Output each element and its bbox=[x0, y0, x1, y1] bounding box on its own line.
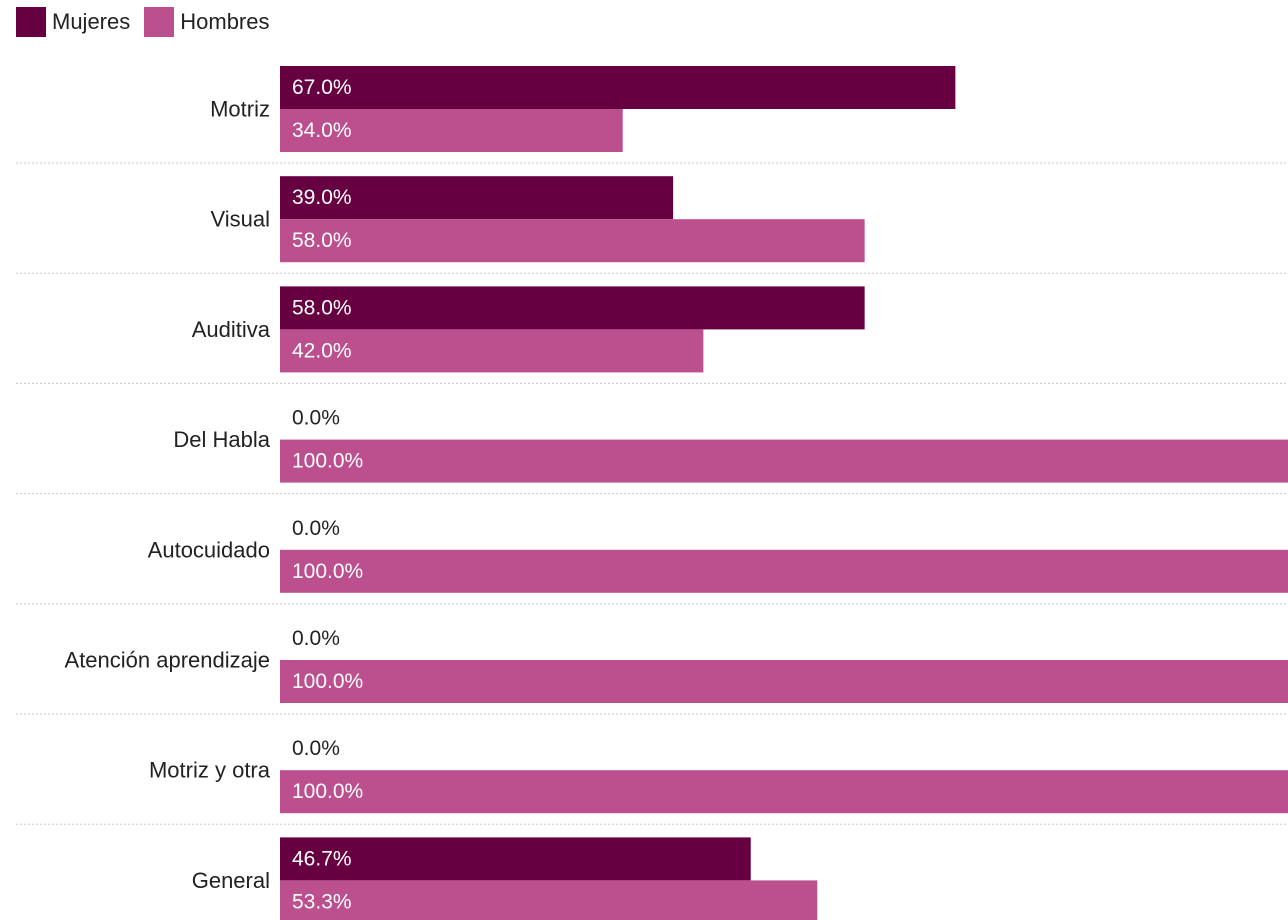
data-label-hombres-autocuidado: 100.0% bbox=[292, 560, 363, 583]
data-label-hombres-general: 53.3% bbox=[292, 890, 352, 913]
category-label-autocuidado: Autocuidado bbox=[148, 537, 270, 562]
category-label-motriz: Motriz bbox=[210, 97, 270, 122]
legend-label-mujeres: Mujeres bbox=[52, 9, 131, 34]
bar-hombres-visual bbox=[280, 219, 865, 263]
category-label-atencion-aprendizaje: Atención aprendizaje bbox=[65, 648, 270, 673]
category-label-motriz-y-otra: Motriz y otra bbox=[149, 758, 271, 783]
legend: Mujeres Hombres bbox=[16, 6, 270, 38]
data-label-hombres-auditiva: 42.0% bbox=[292, 339, 352, 362]
category-label-general: General bbox=[192, 868, 270, 893]
legend-item-hombres[interactable]: Hombres bbox=[144, 7, 270, 37]
category-label-del-habla: Del Habla bbox=[173, 427, 270, 452]
bar-hombres-del-habla bbox=[280, 439, 1288, 483]
data-label-mujeres-atencion-aprendizaje: 0.0% bbox=[292, 627, 340, 650]
data-label-hombres-motriz-y-otra: 100.0% bbox=[292, 780, 363, 803]
category-label-auditiva: Auditiva bbox=[192, 317, 271, 342]
data-label-mujeres-del-habla: 0.0% bbox=[292, 407, 340, 430]
data-label-mujeres-autocuidado: 0.0% bbox=[292, 517, 340, 540]
data-label-mujeres-motriz: 67.0% bbox=[292, 76, 352, 99]
bar-hombres-auditiva bbox=[280, 329, 704, 373]
legend-label-hombres: Hombres bbox=[180, 9, 270, 34]
data-label-hombres-visual: 58.0% bbox=[292, 229, 352, 252]
bar-hombres-motriz bbox=[280, 109, 623, 152]
bar-mujeres-visual bbox=[280, 176, 674, 220]
bar-mujeres-auditiva bbox=[280, 286, 865, 330]
data-label-mujeres-motriz-y-otra: 0.0% bbox=[292, 737, 340, 760]
bar-hombres-general bbox=[280, 880, 818, 920]
data-label-mujeres-visual: 39.0% bbox=[292, 186, 352, 209]
data-label-hombres-motriz: 34.0% bbox=[292, 119, 352, 142]
data-label-hombres-del-habla: 100.0% bbox=[292, 450, 363, 473]
data-label-mujeres-auditiva: 58.0% bbox=[292, 296, 352, 319]
bar-mujeres-general bbox=[280, 837, 751, 881]
bar-hombres-atencion-aprendizaje bbox=[280, 660, 1288, 703]
bar-hombres-motriz-y-otra bbox=[280, 770, 1288, 814]
data-label-hombres-atencion-aprendizaje: 100.0% bbox=[292, 670, 363, 693]
category-label-visual: Visual bbox=[210, 207, 270, 232]
legend-swatch-hombres bbox=[144, 7, 175, 37]
bar-hombres-autocuidado bbox=[280, 549, 1288, 593]
legend-item-mujeres[interactable]: Mujeres bbox=[16, 7, 130, 37]
data-label-mujeres-general: 46.7% bbox=[292, 847, 352, 870]
bar-mujeres-motriz bbox=[280, 66, 956, 109]
legend-swatch-mujeres bbox=[16, 7, 46, 37]
